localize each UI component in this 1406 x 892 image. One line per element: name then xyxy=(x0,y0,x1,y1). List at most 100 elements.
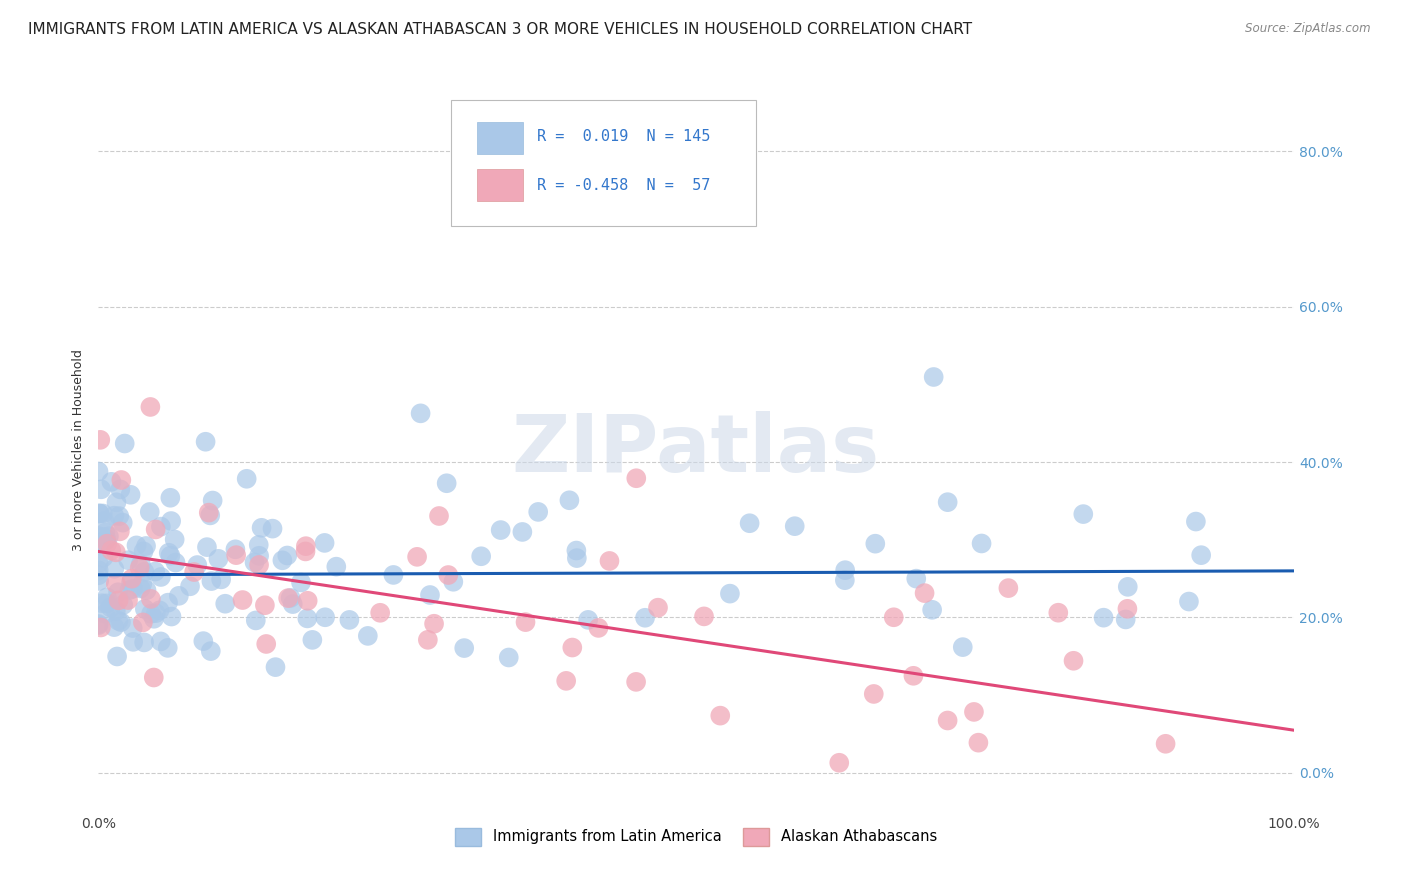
Point xyxy=(91,507,114,521)
Point xyxy=(87,563,110,577)
Point xyxy=(1178,594,1201,608)
Point xyxy=(1092,610,1115,624)
Point xyxy=(1154,737,1177,751)
Point xyxy=(1189,548,1212,562)
Point xyxy=(922,370,945,384)
Point xyxy=(159,491,181,505)
Point xyxy=(125,538,148,552)
Point xyxy=(718,586,741,600)
Point xyxy=(139,607,162,621)
Point xyxy=(1071,507,1094,521)
Point xyxy=(149,570,172,584)
Point xyxy=(558,493,581,508)
Point xyxy=(1185,515,1208,529)
Point xyxy=(89,433,111,447)
Point xyxy=(489,523,512,537)
Point xyxy=(264,660,287,674)
Point xyxy=(783,519,806,533)
Point xyxy=(121,582,143,596)
Point xyxy=(87,568,110,582)
Point xyxy=(93,514,115,528)
Point xyxy=(561,640,583,655)
Point xyxy=(121,621,143,635)
Point xyxy=(118,582,141,597)
Point xyxy=(834,563,856,577)
Point xyxy=(626,471,648,485)
Point xyxy=(294,544,316,558)
Point xyxy=(103,562,125,576)
Point xyxy=(104,576,127,591)
Point xyxy=(588,621,610,635)
Point xyxy=(193,634,215,648)
Point xyxy=(107,593,129,607)
Point xyxy=(131,576,153,591)
Point xyxy=(120,488,142,502)
Point xyxy=(87,616,110,631)
Point xyxy=(368,606,391,620)
Point xyxy=(598,554,620,568)
Point xyxy=(87,529,110,543)
Point xyxy=(135,539,157,553)
Point xyxy=(200,644,222,658)
Point xyxy=(142,671,165,685)
Point xyxy=(145,523,167,537)
Point xyxy=(112,598,135,612)
Point xyxy=(214,597,236,611)
Point xyxy=(87,536,110,550)
Point xyxy=(157,596,180,610)
Point xyxy=(128,561,150,575)
Point xyxy=(427,508,450,523)
Point xyxy=(225,548,247,562)
Point xyxy=(96,533,118,547)
Point xyxy=(105,495,128,509)
Point xyxy=(132,615,155,630)
Point xyxy=(104,545,127,559)
Point xyxy=(967,736,990,750)
Point xyxy=(97,529,120,543)
Point xyxy=(134,635,156,649)
Point xyxy=(339,613,361,627)
Point xyxy=(515,615,537,629)
FancyBboxPatch shape xyxy=(477,121,523,154)
Point xyxy=(416,632,439,647)
Point xyxy=(87,537,110,551)
Point xyxy=(165,556,187,570)
Point xyxy=(148,603,170,617)
Point xyxy=(409,406,432,420)
Point xyxy=(834,573,856,587)
Point xyxy=(156,640,179,655)
Point xyxy=(89,574,111,588)
Point xyxy=(105,649,128,664)
Point xyxy=(624,674,647,689)
Point xyxy=(145,606,167,620)
Point xyxy=(87,465,110,479)
Point xyxy=(100,475,122,489)
Point xyxy=(952,640,974,654)
Point xyxy=(94,607,117,621)
Point xyxy=(254,637,277,651)
Point xyxy=(117,593,139,607)
Point xyxy=(114,436,136,450)
Point xyxy=(159,549,181,563)
Point xyxy=(111,516,134,530)
Point xyxy=(110,473,132,487)
Point xyxy=(139,400,162,414)
Point xyxy=(160,609,183,624)
Point xyxy=(453,641,475,656)
Point xyxy=(93,550,115,565)
Point xyxy=(132,544,155,558)
Point xyxy=(693,609,716,624)
Point xyxy=(441,574,464,589)
Point xyxy=(247,558,270,572)
Point xyxy=(936,495,959,509)
Point xyxy=(122,635,145,649)
Point xyxy=(271,553,294,567)
Point xyxy=(297,611,319,625)
Point xyxy=(419,588,441,602)
Point xyxy=(565,543,588,558)
Point xyxy=(436,476,458,491)
Point xyxy=(423,616,446,631)
Point xyxy=(87,557,110,571)
Point xyxy=(314,610,336,624)
Point xyxy=(1063,654,1085,668)
